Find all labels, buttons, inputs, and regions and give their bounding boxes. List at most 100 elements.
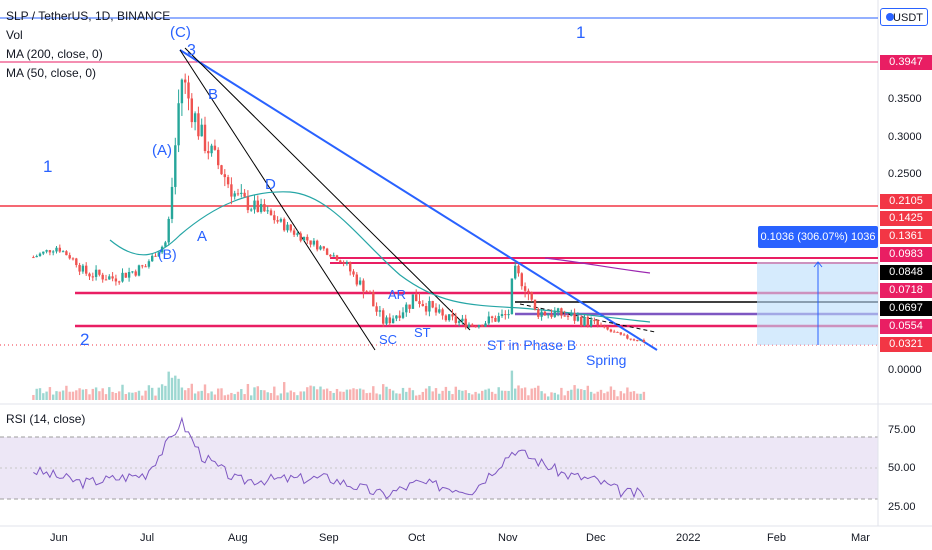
volume-bar: [299, 391, 302, 400]
candle-body: [58, 247, 61, 252]
volume-bar: [474, 391, 477, 400]
candle-body: [490, 316, 494, 318]
volume-bar: [451, 394, 454, 400]
candle-body: [448, 314, 451, 321]
dashed-trendline[interactable]: [519, 303, 656, 333]
candle-body: [256, 200, 259, 212]
candle-body: [45, 250, 48, 252]
volume-bar: [256, 386, 259, 400]
annotation-spring[interactable]: Spring: [586, 352, 627, 368]
symbol-title[interactable]: SLP / TetherUS, 1D, BINANCE: [6, 9, 171, 23]
candle-body: [583, 316, 586, 326]
candle-body: [48, 250, 52, 253]
volume-bar: [180, 387, 184, 400]
candle-body: [616, 331, 619, 333]
volume-bar: [543, 393, 547, 400]
rsi-legend[interactable]: RSI (14, close): [6, 412, 86, 426]
annotation-b-paren[interactable]: (B): [158, 246, 177, 262]
volume-bar: [226, 394, 230, 400]
volume-bar: [441, 390, 444, 400]
annotation-c[interactable]: (C): [170, 24, 191, 41]
volume-bar: [144, 390, 147, 400]
volume-bar: [68, 391, 71, 400]
x-tick-feb: Feb: [767, 532, 786, 544]
annotation-3[interactable]: 3: [187, 42, 196, 59]
currency-button[interactable]: USDT: [880, 8, 928, 26]
candle-body: [547, 314, 550, 316]
vol-legend[interactable]: Vol: [6, 28, 23, 42]
candle-body: [316, 240, 319, 250]
candle-body: [388, 317, 391, 324]
candle-body: [533, 299, 537, 310]
candle-body: [408, 304, 411, 309]
candle-body: [358, 280, 362, 285]
volume-bar: [266, 392, 269, 400]
candle-body: [52, 251, 55, 253]
annotation-b[interactable]: B: [208, 86, 219, 103]
volume-bar: [289, 390, 292, 400]
annotation-st[interactable]: ST: [414, 325, 431, 340]
candle-body: [319, 246, 322, 250]
volume-bar: [629, 391, 632, 400]
candle-body: [563, 315, 566, 317]
candle-body: [151, 255, 154, 262]
volume-bar: [609, 386, 613, 400]
x-tick-nov: Nov: [498, 532, 518, 544]
volume-bar: [233, 394, 236, 400]
annotation-2[interactable]: 2: [80, 330, 90, 349]
annotation-1-top[interactable]: 1: [576, 23, 586, 42]
annotation-1-left[interactable]: 1: [43, 157, 53, 176]
volume-bar: [398, 393, 401, 400]
volume-bar: [606, 391, 609, 400]
ma50-legend[interactable]: MA (50, close, 0): [6, 66, 97, 80]
candle-body: [375, 306, 378, 312]
black-trendline-1[interactable]: [179, 49, 376, 351]
candle-body: [401, 312, 405, 318]
annotation-ar[interactable]: AR: [388, 287, 407, 302]
candle-body: [457, 321, 461, 323]
volume-bar: [586, 385, 589, 400]
candle-body: [411, 294, 415, 309]
candle-body: [481, 325, 484, 327]
candle-body: [606, 326, 609, 330]
volume-bar: [312, 386, 316, 400]
volume-bar: [253, 387, 256, 400]
annotation-a[interactable]: A: [197, 228, 208, 245]
volume-bar: [510, 370, 514, 400]
volume-bar: [639, 393, 642, 400]
candle-body: [335, 255, 339, 261]
black-trendline-2[interactable]: [184, 47, 471, 331]
candle-body: [368, 291, 372, 293]
measure-label: 0.1036 (306.07%) 1036: [758, 226, 878, 248]
volume-bar: [279, 393, 283, 400]
volume-bar: [613, 389, 616, 400]
volume-bar: [108, 387, 111, 400]
annotation-st-phase-b[interactable]: ST in Phase B: [487, 337, 577, 353]
candle-body: [349, 262, 352, 272]
candle-body: [550, 314, 553, 317]
volume-bar: [283, 382, 286, 400]
candle-body: [514, 265, 517, 279]
ma200-legend[interactable]: MA (200, close, 0): [6, 47, 103, 61]
volume-bar: [276, 395, 279, 400]
annotation-d[interactable]: D: [265, 176, 276, 193]
volume-bar: [467, 393, 471, 400]
blue-trendline[interactable]: [179, 49, 658, 351]
candle-body: [372, 292, 375, 307]
candle-body: [497, 316, 500, 322]
candle-body: [504, 314, 507, 316]
annotation-a-paren[interactable]: (A): [152, 142, 172, 159]
volume-bar: [477, 393, 481, 400]
candle-body: [286, 224, 289, 231]
candle-body: [35, 256, 38, 258]
candle-body: [226, 177, 230, 185]
volume-bar: [65, 385, 68, 400]
volume-bar: [358, 388, 362, 400]
volume-bar: [497, 387, 500, 400]
volume-bar: [616, 396, 619, 400]
annotation-sc[interactable]: SC: [379, 332, 398, 347]
volume-bar: [566, 390, 570, 400]
candle-body: [632, 339, 636, 341]
candle-body: [289, 224, 292, 231]
